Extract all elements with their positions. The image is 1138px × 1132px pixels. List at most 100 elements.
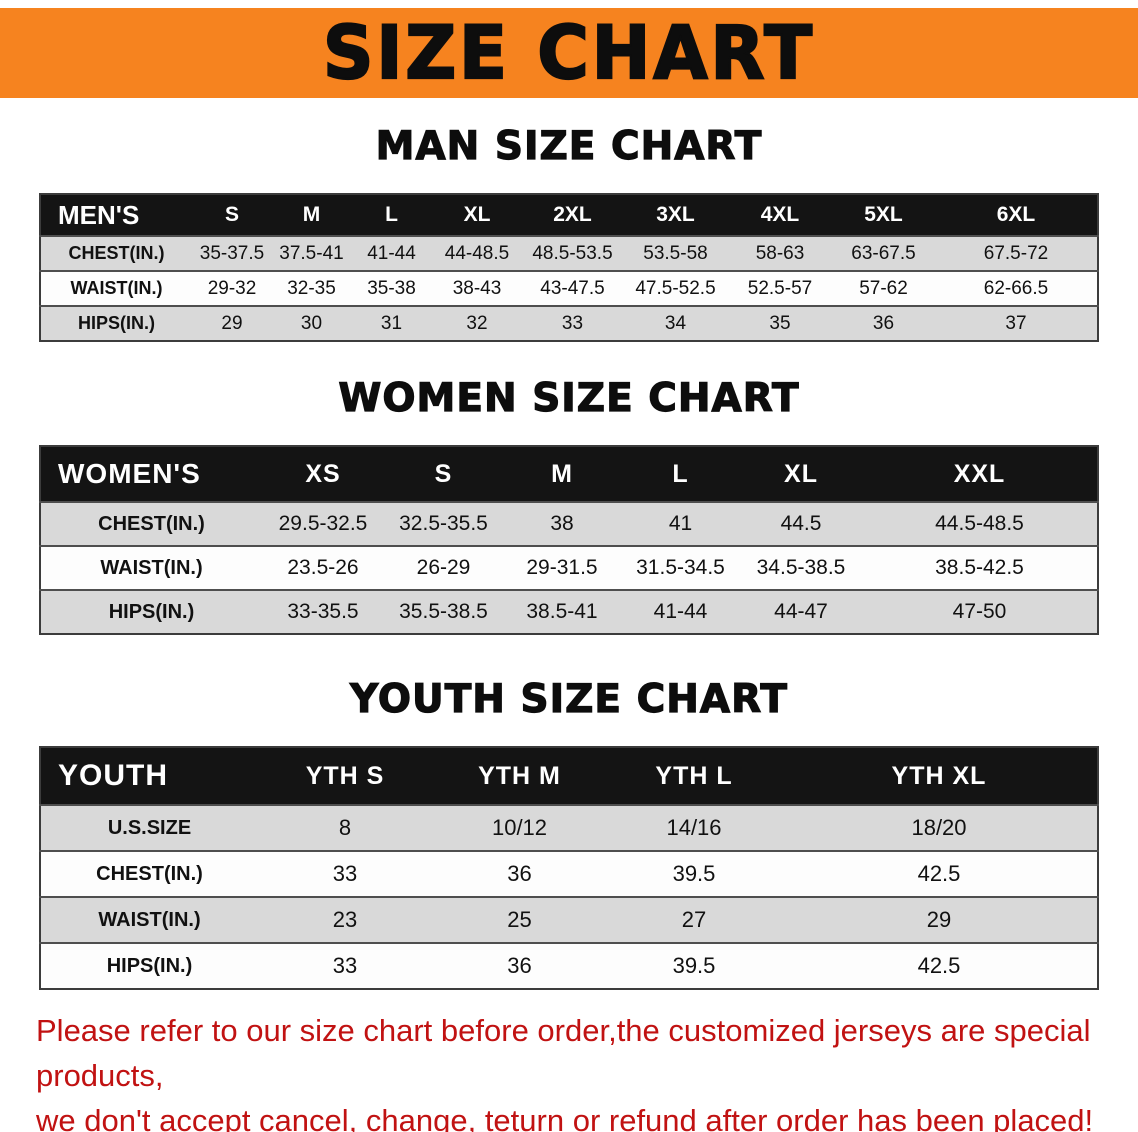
men-col-header: 2XL [553, 203, 592, 226]
size-cell: 32-35 [287, 277, 336, 299]
size-cell: 34 [664, 312, 687, 334]
women-col-header: L [672, 459, 689, 488]
size-cell: 27 [681, 907, 707, 932]
men-col-header: 5XL [864, 203, 903, 226]
size-cell: 38.5-42.5 [935, 556, 1024, 579]
size-cell: 35-37.5 [199, 242, 265, 264]
size-cell: 48.5-53.5 [532, 242, 613, 264]
size-cell: 29-32 [207, 277, 257, 299]
row-label: CHEST(IN.) [68, 243, 165, 263]
women-col-header: XL [784, 459, 818, 488]
size-cell: 42.5 [917, 953, 961, 978]
size-cell: 44.5 [780, 512, 822, 535]
women-waist-row: WAIST(IN.) 23.5-26 26-29 29-31.5 31.5-34… [40, 546, 1098, 590]
women-hips-row: HIPS(IN.) 33-35.5 35.5-38.5 38.5-41 41-4… [40, 590, 1098, 634]
size-cell: 31 [380, 312, 403, 334]
size-cell: 36 [872, 312, 895, 334]
size-cell: 26-29 [416, 556, 471, 579]
men-col-header: S [224, 203, 239, 226]
men-col-header: 3XL [656, 203, 695, 226]
row-label: U.S.SIZE [107, 816, 192, 839]
size-cell: 41-44 [367, 242, 416, 264]
size-cell: 37 [1005, 312, 1027, 334]
size-cell: 32.5-35.5 [399, 512, 488, 535]
women-header-row: WOMEN'S XS S M L XL XXL [40, 446, 1098, 502]
size-cell: 33 [332, 861, 358, 886]
men-size-table: MEN'S S M L XL 2XL 3XL 4XL 5XL 6XL CHEST… [39, 193, 1099, 342]
size-cell: 58-63 [755, 242, 805, 264]
size-cell: 37.5-41 [279, 242, 344, 264]
size-cell: 29 [926, 907, 952, 932]
size-cell: 29-31.5 [526, 556, 598, 579]
disclaimer-line-2: we don't accept cancel, change, teturn o… [36, 1103, 1094, 1132]
size-cell: 35 [769, 312, 791, 334]
row-label: HIPS(IN.) [108, 600, 195, 623]
size-cell: 44-47 [774, 600, 828, 623]
youth-col-header: YTH S [305, 761, 385, 790]
men-col-header: 6XL [996, 203, 1036, 226]
banner: SIZE CHART [0, 8, 1138, 98]
size-cell: 39.5 [672, 953, 716, 978]
size-cell: 39.5 [672, 861, 716, 886]
size-cell: 31.5-34.5 [636, 556, 725, 579]
women-table-title: WOMEN'S [58, 458, 201, 489]
men-chest-row: CHEST(IN.) 35-37.5 37.5-41 41-44 44-48.5… [40, 236, 1098, 271]
size-cell: 52.5-57 [747, 277, 813, 299]
size-cell: 10/12 [491, 815, 548, 840]
disclaimer-line-1: Please refer to our size chart before or… [36, 1013, 1091, 1093]
size-cell: 44.5-48.5 [935, 512, 1024, 535]
youth-col-header: YTH XL [891, 761, 987, 790]
men-col-header: 4XL [760, 203, 800, 226]
size-cell: 43-47.5 [540, 277, 605, 299]
banner-title: SIZE CHART [322, 9, 816, 97]
size-cell: 35-38 [367, 277, 416, 299]
size-cell: 38 [550, 512, 574, 535]
youth-size-table: YOUTH YTH S YTH M YTH L YTH XL U.S.SIZE … [39, 746, 1099, 990]
disclaimer-text: Please refer to our size chart before or… [36, 1008, 1102, 1132]
youth-header-row: YOUTH YTH S YTH M YTH L YTH XL [40, 747, 1098, 805]
size-cell: 33-35.5 [287, 600, 359, 623]
men-hips-row: HIPS(IN.) 29 30 31 32 33 34 35 36 37 [40, 306, 1098, 341]
size-cell: 23 [332, 907, 358, 932]
women-section-heading: WOMEN SIZE CHART [338, 375, 800, 421]
size-cell: 32 [466, 312, 488, 334]
size-cell: 36 [507, 861, 532, 886]
size-cell: 47.5-52.5 [635, 277, 716, 299]
row-label: WAIST(IN.) [98, 908, 201, 931]
size-cell: 38-43 [452, 277, 502, 299]
size-cell: 47-50 [952, 600, 1007, 623]
row-label: WAIST(IN.) [100, 556, 203, 579]
size-cell: 36 [507, 953, 532, 978]
size-cell: 29.5-32.5 [278, 512, 368, 535]
size-cell: 41 [668, 512, 693, 535]
size-cell: 62-66.5 [983, 277, 1049, 299]
size-cell: 33 [332, 953, 358, 978]
size-cell: 29 [221, 312, 243, 334]
women-col-header: M [551, 459, 573, 488]
women-chest-row: CHEST(IN.) 29.5-32.5 32.5-35.5 38 41 44.… [40, 502, 1098, 546]
size-cell: 25 [507, 907, 532, 932]
youth-waist-row: WAIST(IN.) 23 25 27 29 [40, 897, 1098, 943]
size-cell: 63-67.5 [851, 242, 916, 264]
men-col-header: L [385, 203, 398, 226]
size-cell: 41-44 [653, 600, 708, 623]
size-cell: 44-48.5 [444, 242, 510, 264]
youth-section-heading: YOUTH SIZE CHART [349, 676, 788, 722]
size-cell: 14/16 [666, 815, 722, 840]
size-cell: 57-62 [859, 277, 908, 299]
size-cell: 33 [561, 312, 584, 334]
youth-col-header: YTH L [655, 761, 733, 790]
size-cell: 38.5-41 [526, 600, 598, 623]
men-col-header: M [302, 203, 321, 226]
youth-ussize-row: U.S.SIZE 8 10/12 14/16 18/20 [40, 805, 1098, 851]
size-cell: 34.5-38.5 [756, 556, 846, 579]
men-header-row: MEN'S S M L XL 2XL 3XL 4XL 5XL 6XL [40, 194, 1098, 236]
size-cell: 8 [338, 815, 352, 840]
size-cell: 67.5-72 [983, 242, 1049, 264]
size-cell: 35.5-38.5 [399, 600, 488, 623]
size-cell: 53.5-58 [643, 242, 708, 264]
youth-hips-row: HIPS(IN.) 33 36 39.5 42.5 [40, 943, 1098, 989]
size-cell: 18/20 [911, 815, 967, 840]
row-label: HIPS(IN.) [106, 954, 193, 977]
